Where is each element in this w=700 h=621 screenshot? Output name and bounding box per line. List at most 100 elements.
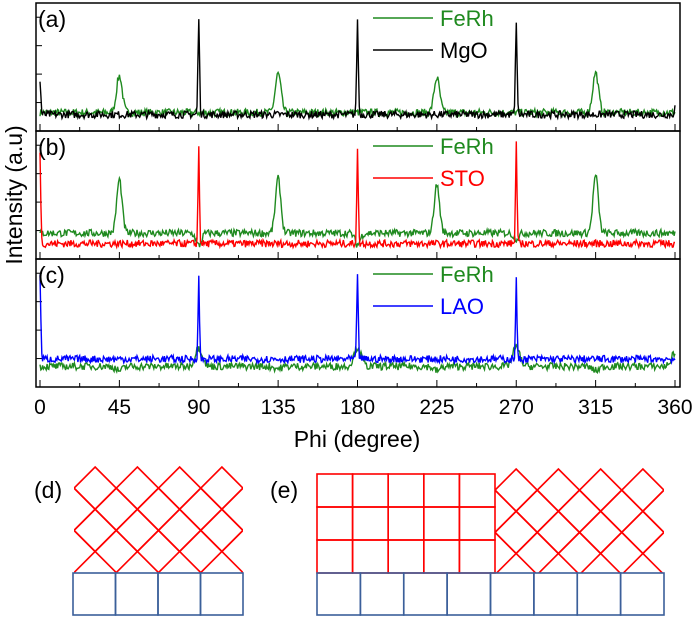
substrate-unit-cell: [446, 572, 492, 616]
substrate-lattice: [72, 572, 244, 616]
panel-label: (c): [38, 262, 65, 288]
film-unit-cell: [93, 529, 139, 573]
film-unit-cell: [351, 539, 390, 574]
film-unit-cell: [387, 473, 425, 508]
film-unit-cell: [264, 530, 306, 572]
x-tick-label: 135: [261, 396, 296, 419]
film-unit-cell: [433, 488, 475, 530]
film-unit-cell: [557, 488, 602, 534]
film-unit-cell: [316, 473, 354, 508]
legend-label-ferh: FeRh: [440, 134, 494, 159]
x-tick-label: 270: [499, 396, 534, 419]
film-unit-cell: [599, 531, 645, 573]
film-unit-cell: [536, 510, 581, 555]
legend-label-ferh: FeRh: [440, 6, 494, 31]
film-unit-cell: [387, 539, 425, 574]
substrate-unit-cell: [533, 572, 579, 616]
film-unit-cell: [351, 473, 390, 508]
x-tick-label: 225: [419, 396, 454, 419]
film-unit-cell: [495, 510, 539, 555]
film-unit-cell: [422, 539, 461, 574]
film-unit-cell: [685, 532, 700, 574]
substrate-unit-cell: [72, 572, 117, 616]
film-unit-cell: [495, 467, 539, 513]
film-unit-cell: [458, 539, 496, 574]
film-unit-cell: [662, 531, 664, 534]
x-tick-label: 45: [108, 396, 131, 419]
rotated-film-lattice: [74, 465, 475, 573]
x-tick-label: 180: [340, 396, 375, 419]
film-unit-cell: [136, 529, 181, 573]
film-unit-cell: [641, 488, 664, 534]
film-unit-cell: [685, 490, 700, 532]
series-line-ferh: [39, 70, 676, 119]
substrate-unit-cell: [402, 572, 448, 616]
panel-label: (b): [38, 134, 66, 160]
film-unit-cell: [620, 510, 664, 555]
legend-label-mgo: MgO: [440, 38, 488, 63]
film-unit-cell: [157, 508, 202, 553]
substrate-unit-cell: [359, 572, 405, 616]
film-unit-cell: [74, 486, 97, 532]
substrate-unit-cell: [576, 572, 622, 616]
film-unit-cell: [458, 506, 496, 541]
film-unit-cell: [370, 509, 412, 551]
series-line-ferh: [39, 343, 676, 375]
panel-c: FeRh LAO (c): [35, 258, 681, 388]
film-unit-cell: [422, 506, 461, 541]
x-tick-label: 360: [657, 396, 692, 419]
series-line-sto: [39, 141, 675, 250]
film-unit-cell: [74, 529, 97, 573]
y-axis-label: Intensity (a.u): [1, 125, 27, 264]
film-unit-cell: [306, 530, 348, 572]
panel-a: FeRh MgO (a): [35, 2, 681, 132]
film-unit-cell: [599, 488, 645, 534]
x-tick-label: 90: [187, 396, 210, 419]
x-tick-label: 0: [34, 396, 46, 419]
film-unit-cell: [349, 488, 391, 530]
substrate-unit-cell: [114, 572, 159, 616]
film-unit-cell: [433, 530, 475, 572]
film-unit-cell: [328, 509, 370, 551]
diagram-d-label: (d): [34, 477, 62, 503]
film-unit-cell: [74, 508, 118, 553]
film-unit-cell: [412, 509, 454, 551]
film-unit-cell: [115, 465, 160, 511]
film-unit-cell: [662, 488, 664, 492]
film-unit-cell: [306, 488, 348, 530]
cube-on-cube-film-lattice: [316, 473, 496, 574]
panel-frame: [35, 258, 681, 388]
film-unit-cell: [557, 531, 602, 573]
series-line-lao: [39, 274, 676, 366]
substrate-unit-cell: [157, 572, 202, 616]
film-unit-cell: [220, 486, 243, 532]
legend-label-sto: STO: [440, 166, 485, 191]
film-unit-cell: [578, 467, 623, 513]
film-unit-cell: [93, 486, 139, 532]
substrate-lattice: [316, 572, 665, 616]
lattice-diagrams: [72, 465, 700, 616]
film-unit-cell: [157, 465, 202, 511]
film-unit-cell: [178, 486, 224, 532]
film-unit-cell: [495, 531, 518, 573]
film-unit-cell: [349, 530, 391, 572]
film-unit-cell: [620, 467, 664, 513]
film-unit-cell: [458, 473, 496, 508]
diagram-e-label: (e): [270, 477, 298, 503]
panel-b: FeRh STO (b): [35, 130, 681, 260]
substrate-unit-cell: [619, 572, 665, 616]
film-unit-cell: [285, 509, 327, 551]
substrate-unit-cell: [316, 572, 362, 616]
film-unit-cell: [514, 531, 560, 573]
film-unit-cell: [241, 529, 243, 532]
film-unit-cell: [115, 508, 160, 553]
film-unit-cell: [316, 539, 354, 574]
film-unit-cell: [316, 506, 354, 541]
film-unit-cell: [387, 506, 425, 541]
film-unit-cell: [199, 508, 243, 553]
x-axis-label: Phi (degree): [294, 426, 421, 452]
film-unit-cell: [391, 488, 433, 530]
panel-label: (a): [38, 6, 66, 32]
legend-label-ferh: FeRh: [440, 262, 494, 287]
